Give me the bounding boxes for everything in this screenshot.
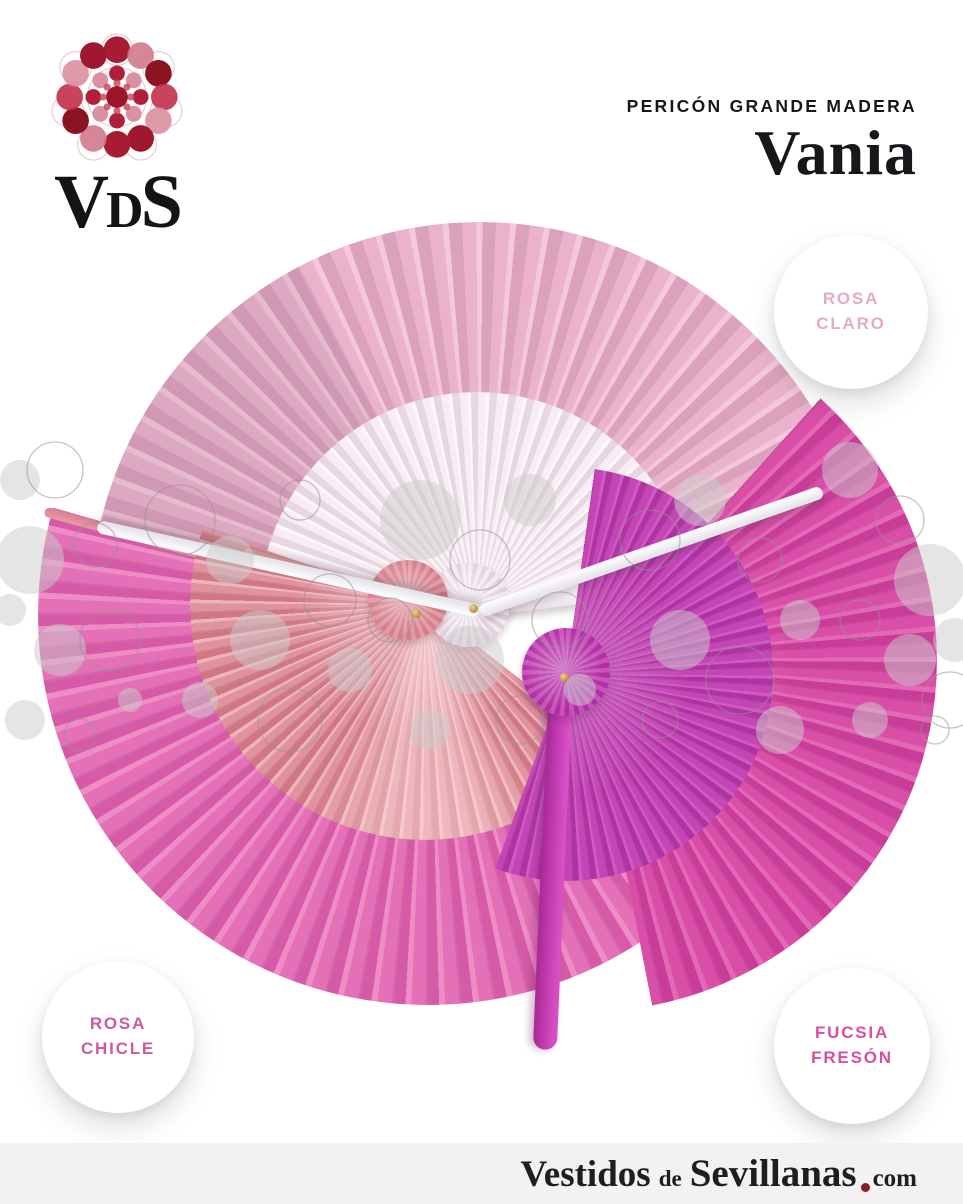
badge-label-line2: FRESÓN [811,1048,893,1067]
badge-label-line2: CHICLE [80,1039,156,1058]
fan-violeta-rivet-pin [560,673,569,682]
footer-word-vestidos: Vestidos [520,1154,651,1195]
footer-dot-icon [860,1183,870,1192]
badge-label-line1: ROSA [89,1014,147,1034]
footer-tld: com [872,1165,917,1192]
product-line: PERICÓN GRANDE MADERA [626,96,917,116]
badge-label-line1: ROSA [822,289,880,309]
badge-label-line1: FUCSIA [814,1023,890,1043]
fan-violeta-pivot-cap [522,628,610,716]
badge-rosa-claro: ROSA CLARO [774,235,928,389]
badge-label-line2: CLARO [816,314,886,333]
badge-rosa-chicle: ROSA CHICLE [42,961,194,1113]
brand-logo: VDS [46,28,188,244]
product-name: Vania [754,117,917,188]
vds-mandala-icon [51,33,183,161]
fan-salmon-rivet-pin [412,609,421,618]
footer-site-logo: Vestidos de Sevillanas com [520,1151,917,1196]
brand-logo-text: VDS [54,160,183,244]
brand-logo-text-d: D [106,182,144,239]
title-block: PERICÓN GRANDE MADERA Vania [627,96,917,185]
footer-band: Vestidos de Sevillanas com [0,1143,963,1204]
fan-blanco-rivet-pin [469,604,478,613]
badge-fucsia-freson: FUCSIA FRESÓN [774,968,930,1124]
footer-word-sevillanas: Sevillanas [689,1152,857,1195]
footer-word-de: de [658,1166,682,1191]
